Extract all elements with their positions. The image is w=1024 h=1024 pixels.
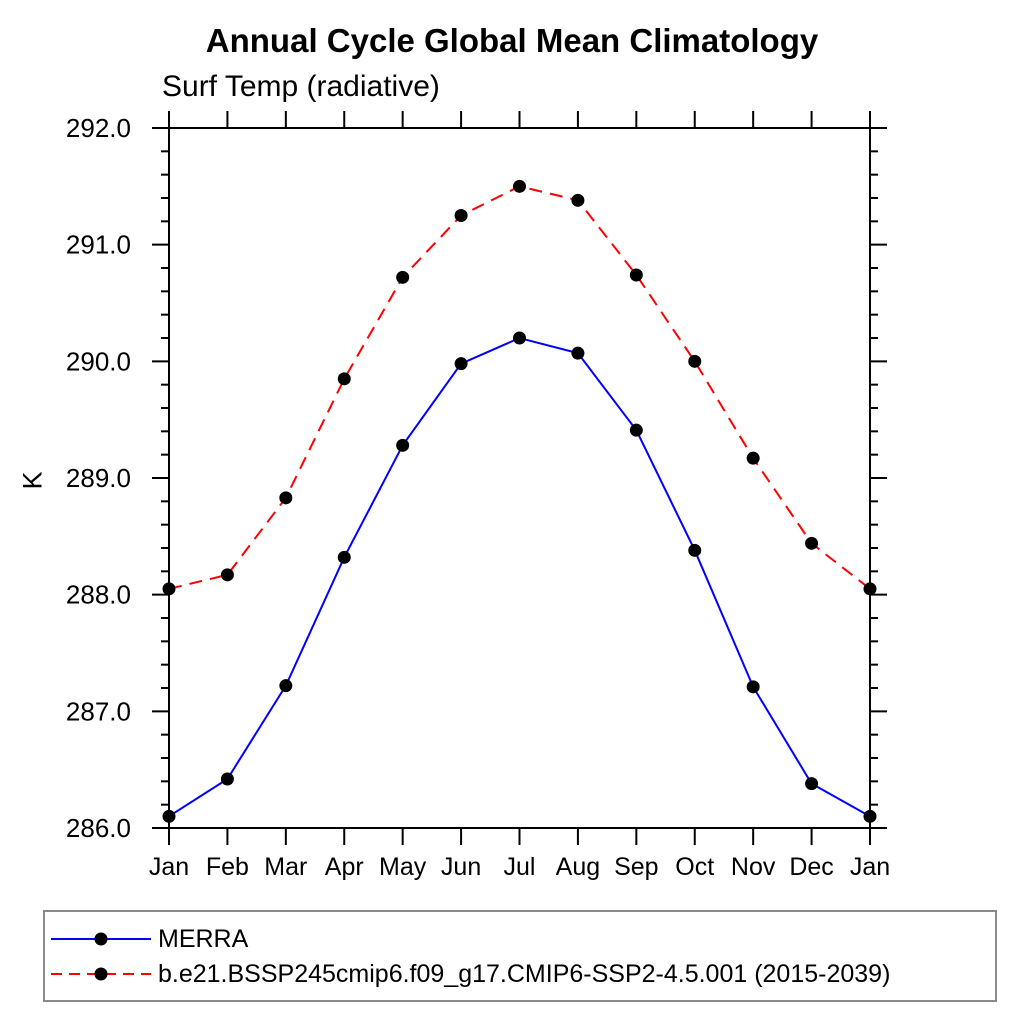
data-point-marker: [337, 550, 351, 564]
data-point-marker: [396, 438, 410, 452]
x-axis-tick-label: Dec: [789, 853, 833, 881]
data-point-marker: [863, 809, 877, 823]
x-axis-tick-label: Jul: [504, 853, 536, 881]
x-axis-tick-label: Aug: [556, 853, 600, 881]
data-point-marker: [513, 179, 526, 193]
legend-label-model: b.e21.BSSP245cmip6.f09_g17.CMIP6-SSP2-4.…: [158, 959, 891, 988]
chart-title: Annual Cycle Global Mean Climatology: [205, 22, 819, 59]
data-point-marker: [279, 491, 293, 505]
y-axis-tick-label: 290.0: [66, 346, 131, 376]
data-point-marker: [629, 268, 643, 282]
data-point-marker: [513, 331, 526, 345]
series-line-model: [168, 185, 871, 590]
legend-item-model: b.e21.BSSP245cmip6.f09_g17.CMIP6-SSP2-4.…: [49, 959, 995, 988]
data-point-marker: [746, 680, 760, 694]
x-axis-tick-label: Jun: [441, 853, 481, 881]
data-point-marker: [688, 354, 702, 368]
data-point-marker: [162, 809, 176, 823]
data-point-marker: [629, 423, 643, 437]
data-point-marker: [337, 372, 351, 386]
data-point-marker: [746, 451, 760, 465]
data-point-marker: [805, 777, 819, 791]
x-axis-tick-label: Feb: [206, 853, 249, 881]
legend-sample-model: [51, 967, 151, 980]
y-axis-tick-label: 291.0: [66, 230, 131, 260]
legend: MERRA b.e21.BSSP245cmip6.f09_g17.CMIP6-S…: [43, 910, 997, 1002]
y-axis-tick-label: 286.0: [66, 813, 131, 843]
data-point-marker: [220, 568, 234, 582]
data-point-marker: [162, 582, 176, 596]
data-point-marker: [454, 357, 468, 371]
legend-sample-marker: [94, 967, 108, 980]
data-point-marker: [454, 209, 468, 222]
data-point-marker: [688, 543, 702, 557]
y-axis-tick-label: 287.0: [66, 696, 131, 726]
x-axis-tick-label: Oct: [675, 853, 714, 881]
x-axis-tick-label: Nov: [731, 853, 776, 881]
x-axis-tick-label: May: [379, 853, 427, 881]
data-point-marker: [863, 582, 877, 596]
y-axis-tick-label: 288.0: [66, 580, 131, 610]
legend-sample-merra: [51, 932, 151, 945]
legend-sample-marker: [94, 932, 108, 945]
data-point-marker: [805, 536, 819, 550]
data-point-marker: [571, 346, 585, 360]
series-line-merra: [168, 336, 871, 818]
x-axis-tick-label: Jan: [149, 853, 189, 881]
data-point-marker: [571, 193, 585, 207]
chart-subtitle: Surf Temp (radiative): [162, 70, 440, 103]
data-point-marker: [220, 772, 234, 786]
x-axis-tick-label: Sep: [614, 853, 658, 881]
data-point-marker: [279, 679, 293, 693]
x-axis-tick-label: Jan: [850, 853, 890, 881]
x-axis-tick-label: Apr: [325, 853, 364, 881]
legend-label-merra: MERRA: [158, 924, 249, 953]
y-axis-tick-label: 289.0: [66, 463, 131, 493]
plot-frame: [168, 127, 871, 829]
legend-item-merra: MERRA: [49, 924, 995, 953]
y-axis-tick-label: 292.0: [66, 113, 131, 143]
x-axis-tick-label: Mar: [264, 853, 307, 881]
data-point-marker: [396, 270, 410, 284]
